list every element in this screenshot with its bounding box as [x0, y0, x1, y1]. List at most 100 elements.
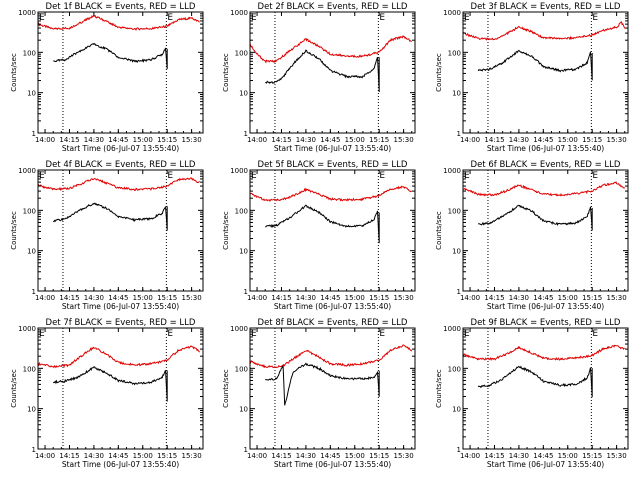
y-tick-label: 10: [452, 90, 461, 98]
y-tick-label: 100: [23, 365, 36, 373]
y-tick-label: 1000: [443, 325, 461, 333]
x-tick-label: 14:45: [108, 294, 128, 302]
panel-title: Det 3f BLACK = Events, RED = LLD: [471, 2, 621, 12]
lld-series-line: [37, 177, 200, 192]
event-marker-label: E: [592, 13, 598, 23]
y-tick-label: 1000: [443, 167, 461, 175]
plot-frame: [37, 327, 204, 450]
y-tick-label: 1: [457, 446, 461, 454]
y-tick-label: 1000: [230, 9, 248, 17]
x-tick-label: 14:00: [460, 136, 480, 144]
event-marker-label: E: [592, 329, 598, 339]
x-tick-label: 14:15: [59, 294, 79, 302]
event-marker-label: E: [379, 171, 385, 181]
x-tick-label: 15:30: [607, 136, 627, 144]
y-tick-label: 10: [239, 90, 248, 98]
x-tick-label: 15:15: [582, 294, 602, 302]
x-tick-label: 15:15: [582, 136, 602, 144]
x-axis-label: Start Time (06-Jul-07 13:55:40): [487, 302, 604, 311]
x-tick-label: 14:30: [509, 452, 529, 460]
y-tick-label: 1: [32, 130, 36, 138]
y-tick-label: 100: [23, 207, 36, 215]
event-marker-label: E: [167, 13, 173, 23]
y-axis-label: Counts/sec: [222, 211, 230, 250]
y-tick-label: 1000: [18, 325, 36, 333]
panel-title: Det 1f BLACK = Events, RED = LLD: [46, 2, 196, 12]
events-series-line: [52, 366, 168, 402]
x-tick-label: 14:45: [108, 452, 128, 460]
x-tick-label: 15:30: [394, 452, 414, 460]
event-marker-label: E: [251, 13, 257, 23]
x-tick-label: 15:00: [345, 452, 365, 460]
lld-series-line: [462, 344, 625, 361]
y-tick-label: 10: [27, 406, 36, 414]
x-tick-label: 15:15: [369, 452, 389, 460]
panel-title: Det 9f BLACK = Events, RED = LLD: [471, 318, 621, 328]
x-tick-label: 15:00: [558, 136, 578, 144]
y-tick-label: 100: [448, 49, 461, 57]
y-axis-label: Counts/sec: [10, 53, 18, 92]
x-tick-label: 15:30: [607, 294, 627, 302]
y-tick-label: 10: [452, 248, 461, 256]
plot-frame: [462, 169, 629, 292]
panel-title: Det 5f BLACK = Events, RED = LLD: [258, 160, 408, 170]
event-marker-label: E: [167, 329, 173, 339]
x-tick-label: 14:15: [271, 294, 291, 302]
x-tick-label: 14:45: [533, 452, 553, 460]
x-tick-label: 15:30: [394, 136, 414, 144]
y-tick-label: 1: [244, 446, 248, 454]
x-tick-label: 14:15: [484, 294, 504, 302]
event-marker-label: E: [464, 329, 470, 339]
plot-frame: [249, 169, 416, 292]
x-tick-label: 14:00: [35, 136, 55, 144]
events-series-line: [265, 204, 380, 244]
y-tick-label: 1: [457, 130, 461, 138]
x-tick-label: 15:30: [182, 294, 202, 302]
lld-series-line: [249, 34, 412, 64]
y-tick-label: 100: [235, 49, 248, 57]
y-tick-label: 100: [23, 49, 36, 57]
event-marker-label: E: [251, 171, 257, 181]
x-axis-label: Start Time (06-Jul-07 13:55:40): [274, 302, 391, 311]
y-tick-label: 1: [32, 446, 36, 454]
y-tick-label: 1: [244, 130, 248, 138]
x-axis-label: Start Time (06-Jul-07 13:55:40): [487, 144, 604, 153]
y-tick-label: 10: [452, 406, 461, 414]
event-marker-label: E: [464, 171, 470, 181]
x-axis-label: Start Time (06-Jul-07 13:55:40): [487, 460, 604, 469]
event-marker-label: E: [39, 171, 45, 181]
x-tick-label: 14:45: [533, 294, 553, 302]
x-tick-label: 15:15: [582, 452, 602, 460]
event-marker-label: E: [379, 329, 385, 339]
x-tick-label: 15:00: [133, 136, 153, 144]
x-tick-label: 14:15: [271, 136, 291, 144]
panel-title: Det 4f BLACK = Events, RED = LLD: [46, 160, 196, 170]
y-tick-label: 100: [235, 365, 248, 373]
event-marker-label: E: [464, 13, 470, 23]
plot-frame: [249, 327, 416, 450]
y-axis-label: Counts/sec: [435, 211, 443, 250]
events-series-line: [265, 49, 380, 93]
x-tick-label: 15:30: [182, 136, 202, 144]
y-tick-label: 1: [32, 288, 36, 296]
event-marker-label: E: [592, 171, 598, 181]
x-tick-label: 14:30: [296, 136, 316, 144]
y-axis-label: Counts/sec: [222, 369, 230, 408]
y-tick-label: 1: [457, 288, 461, 296]
x-tick-label: 14:30: [296, 294, 316, 302]
plot-frame: [462, 11, 629, 134]
event-marker-label: E: [167, 171, 173, 181]
y-axis-label: Counts/sec: [222, 53, 230, 92]
y-axis-label: Counts/sec: [435, 53, 443, 92]
x-axis-label: Start Time (06-Jul-07 13:55:40): [274, 460, 391, 469]
x-tick-label: 15:30: [394, 294, 414, 302]
events-series-line: [477, 365, 593, 398]
x-tick-label: 14:00: [460, 452, 480, 460]
x-tick-label: 14:00: [460, 294, 480, 302]
x-tick-label: 14:00: [247, 136, 267, 144]
